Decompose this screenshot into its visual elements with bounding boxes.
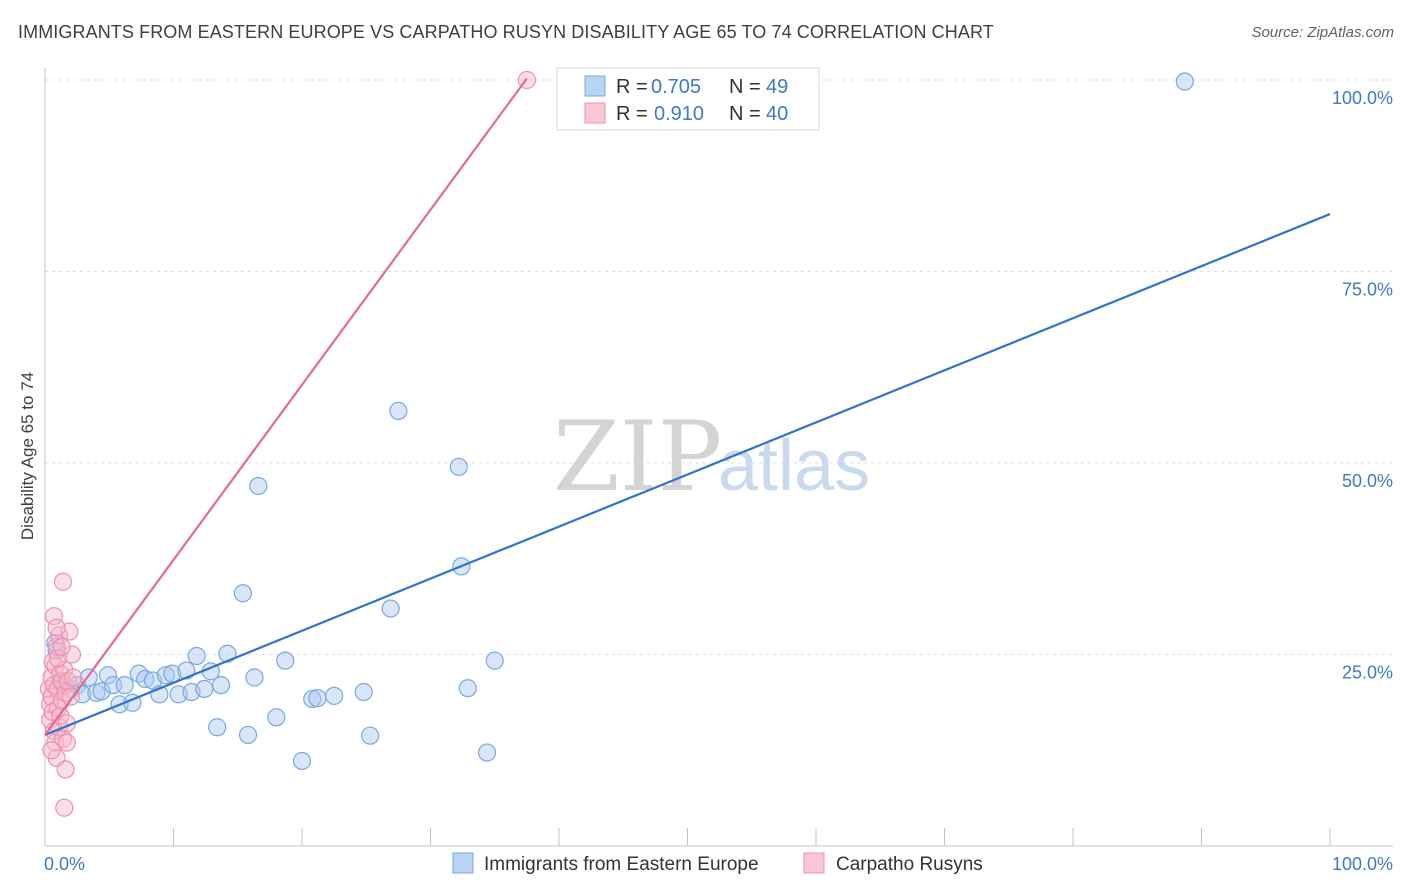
legend-n-label-pink: N =: [729, 103, 761, 125]
eastern-europe-point-24: [187, 646, 206, 666]
eastern-europe-point-16: [136, 669, 155, 689]
eastern-europe-point-30: [233, 584, 252, 603]
stats-legend: R = 0.705 N = 49 R = 0.910 N = 40: [556, 67, 820, 131]
watermark-atlas: atlas: [718, 426, 870, 506]
eastern-europe-point-49: [1175, 72, 1194, 91]
series-legend-label-blue: Immigrants from Eastern Europe: [484, 854, 759, 875]
eastern-europe-point-25: [195, 679, 214, 699]
eastern-europe-point-9: [92, 682, 111, 701]
carpatho-rusyn-point-20: [52, 672, 71, 691]
eastern-europe-point-43: [389, 401, 408, 421]
y-tick-label-75: 75.0%: [1342, 280, 1393, 300]
x-axis-ticks: [173, 828, 1331, 846]
y-axis-label: Disability Age 65 to 74: [18, 372, 37, 540]
carpatho-rusyn-point-27: [56, 760, 75, 779]
y-tick-label-25: 25.0%: [1342, 663, 1393, 683]
eastern-europe-point-36: [292, 751, 312, 771]
y-tick-label-50: 50.0%: [1342, 471, 1393, 491]
carpatho-rusyn-point-12: [47, 637, 66, 656]
trend-line-carpatho-rusyns: [44, 77, 528, 736]
legend-swatch-pink: [584, 102, 606, 124]
x-tick-label-min: 0.0%: [44, 854, 85, 874]
eastern-europe-point-42: [381, 599, 400, 618]
legend-n-label-blue: N =: [729, 76, 761, 98]
legend-n-value-blue: 49: [766, 76, 788, 98]
eastern-europe-point-29: [218, 644, 237, 663]
trend-line-eastern-europe: [44, 213, 1331, 736]
eastern-europe-point-40: [354, 682, 373, 702]
eastern-europe-point-34: [267, 708, 286, 727]
eastern-europe-point-46: [458, 679, 477, 698]
y-tick-label-100: 100.0%: [1332, 88, 1393, 108]
carpatho-rusyn-point-36: [48, 649, 67, 668]
carpatho-rusyn-point-22: [53, 572, 73, 591]
eastern-europe-point-33: [249, 476, 268, 496]
eastern-europe-point-44: [449, 457, 468, 476]
legend-r-value-blue: 0.705: [651, 76, 701, 98]
eastern-europe-point-48: [485, 651, 504, 670]
series-legend-label-pink: Carpatho Rusyns: [836, 854, 983, 875]
carpatho-rusyn-point-38: [57, 733, 76, 752]
series-eastern-europe-points: [46, 72, 1194, 771]
eastern-europe-point-39: [325, 686, 344, 705]
eastern-europe-point-31: [238, 725, 258, 745]
carpatho-rusyn-point-33: [64, 668, 83, 687]
watermark-zip: ZIP: [553, 401, 722, 513]
x-tick-label-max: 100.0%: [1332, 854, 1393, 874]
eastern-europe-point-20: [163, 664, 182, 683]
eastern-europe-point-19: [156, 666, 175, 685]
carpatho-rusyn-point-37: [52, 637, 71, 656]
eastern-europe-point-28: [211, 676, 231, 695]
eastern-europe-point-38: [308, 689, 327, 708]
legend-r-label-pink: R =: [616, 103, 648, 125]
eastern-europe-point-47: [477, 743, 497, 762]
legend-n-value-pink: 40: [766, 103, 788, 125]
carpatho-rusyn-point-9: [44, 607, 64, 626]
trend-lines: [44, 77, 1331, 736]
eastern-europe-point-13: [115, 676, 134, 695]
source-credit: Source: ZipAtlas.com: [1251, 24, 1394, 41]
legend-r-label-blue: R =: [616, 76, 648, 98]
carpatho-rusyn-point-34: [42, 741, 61, 760]
grid-layer: [45, 79, 1393, 655]
carpatho-rusyn-point-32: [62, 645, 82, 664]
eastern-europe-point-35: [276, 651, 295, 670]
series-legend-swatch-pink: [803, 852, 825, 874]
eastern-europe-point-27: [208, 718, 227, 737]
eastern-europe-point-37: [303, 689, 322, 709]
eastern-europe-point-10: [98, 666, 118, 685]
legend-swatch-blue: [584, 75, 606, 97]
carpatho-rusyn-point-35: [47, 618, 66, 637]
y-axis-tick-labels: 25.0% 50.0% 75.0% 100.0%: [1332, 88, 1393, 683]
eastern-europe-point-41: [361, 726, 380, 745]
chart-title: IMMIGRANTS FROM EASTERN EUROPE VS CARPAT…: [18, 22, 994, 42]
eastern-europe-point-32: [245, 668, 264, 687]
series-legend-swatch-blue: [452, 852, 474, 874]
series-legend: Immigrants from Eastern Europe Carpatho …: [452, 852, 983, 875]
carpatho-rusyn-point-25: [55, 798, 74, 817]
legend-r-value-pink: 0.910: [654, 103, 704, 125]
